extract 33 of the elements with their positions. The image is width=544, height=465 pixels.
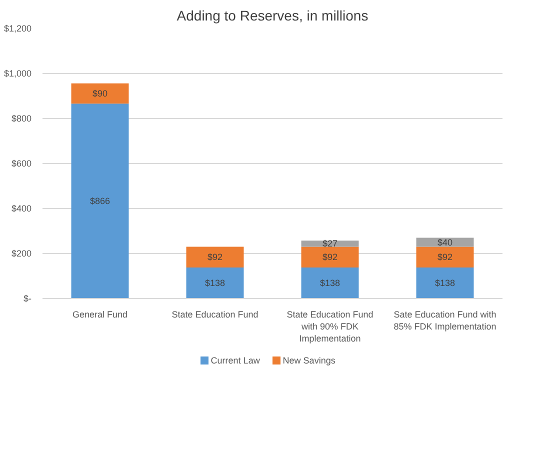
x-tick-label: Sate Education Fund with 85% FDK Implementation	[394, 310, 496, 332]
y-tick-label: $200	[11, 248, 32, 258]
data-label: $138	[320, 278, 340, 288]
bar	[301, 267, 359, 298]
bar	[71, 83, 129, 104]
y-tick-label: $-	[24, 294, 32, 304]
y-tick-label: $1,200	[4, 24, 32, 34]
bar	[301, 240, 359, 247]
bar	[186, 246, 244, 268]
bar	[416, 267, 474, 298]
x-tick-label: State Education Fund with 90% FDK Implementation	[286, 310, 374, 344]
bar	[416, 246, 474, 268]
y-tick-label: $400	[11, 204, 32, 214]
data-label: $27	[322, 238, 338, 249]
data-label: $866	[90, 196, 110, 206]
data-label: $138	[434, 278, 456, 288]
chart-title: Adding to Reserves, in millions	[176, 8, 368, 24]
data-label: $92	[207, 252, 223, 262]
legend-label: New Savings	[282, 356, 336, 366]
y-tick-label: $1,000	[4, 68, 32, 78]
bar	[186, 267, 244, 298]
bar	[71, 104, 129, 298]
data-label: $40	[437, 237, 453, 248]
data-label: $92	[437, 252, 453, 262]
x-tick-label: General Fund	[72, 310, 128, 320]
data-label: $138	[204, 278, 226, 288]
data-label: $90	[92, 88, 108, 99]
legend-label: Current Law	[210, 356, 260, 366]
y-tick-label: $800	[11, 114, 32, 124]
x-tick-label: State Education Fund	[172, 310, 258, 320]
y-tick-label: $600	[11, 158, 32, 168]
bar	[301, 246, 359, 268]
data-label: $92	[322, 252, 338, 262]
